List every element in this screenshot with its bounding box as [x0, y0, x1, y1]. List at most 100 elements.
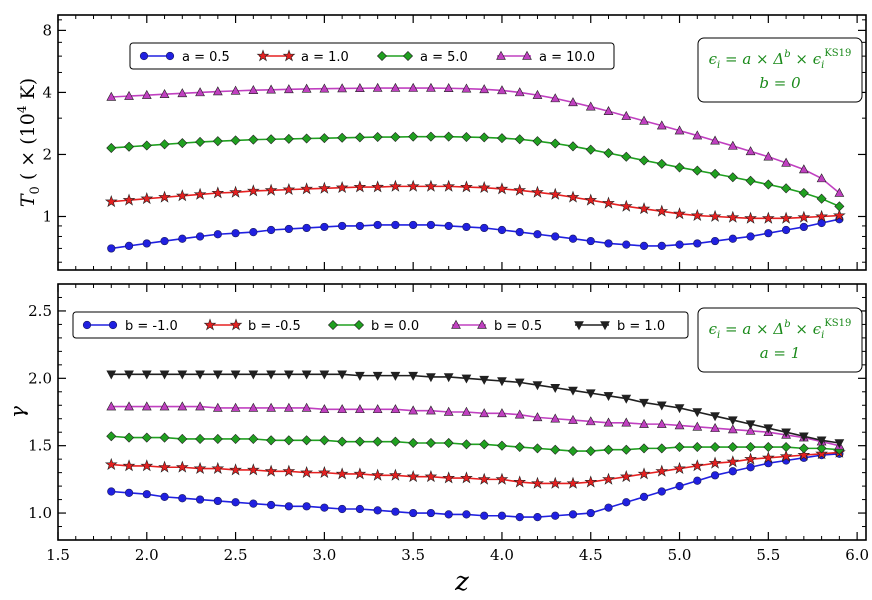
annotation: ϵi = a × Δb × ϵiKS19 a = 1 — [697, 307, 863, 373]
data-point — [496, 440, 507, 451]
data-point — [639, 115, 649, 125]
data-point — [513, 475, 527, 488]
data-point — [619, 199, 633, 212]
data-point — [283, 370, 294, 380]
data-point — [761, 451, 775, 464]
data-point — [266, 500, 276, 510]
data-point — [264, 464, 278, 477]
data-point — [532, 381, 543, 391]
legend-marker — [203, 318, 217, 331]
data-point — [175, 189, 189, 202]
data-point — [674, 162, 685, 173]
data-point — [142, 490, 151, 499]
data-point — [390, 82, 401, 92]
series-b--1.0 — [107, 449, 844, 522]
data-point — [338, 221, 347, 231]
y-axis-label: γ — [5, 406, 29, 418]
data-point — [692, 130, 703, 140]
data-point — [301, 83, 312, 93]
data-point — [637, 202, 651, 215]
data-point — [495, 182, 509, 195]
data-point — [479, 84, 490, 94]
data-point — [124, 141, 135, 152]
data-point — [211, 186, 225, 199]
data-point — [443, 373, 454, 383]
data-point — [604, 503, 613, 512]
data-point — [797, 448, 811, 461]
legend-marker — [496, 50, 506, 60]
data-point — [443, 406, 454, 416]
data-point — [497, 408, 507, 418]
data-point — [355, 504, 364, 514]
data-point — [372, 82, 383, 92]
data-point — [426, 373, 436, 383]
data-point — [586, 236, 595, 246]
data-point — [371, 468, 384, 481]
data-point — [798, 187, 809, 199]
data-point — [159, 432, 170, 443]
data-point — [622, 498, 631, 507]
y-tick-label: 1 — [42, 207, 52, 225]
data-point — [781, 183, 792, 194]
data-point — [727, 416, 738, 426]
data-point — [514, 87, 525, 97]
data-point — [124, 432, 135, 443]
data-point — [390, 132, 401, 143]
data-point — [406, 470, 420, 483]
data-point — [248, 370, 259, 380]
legend-entry: a = 0.5 — [139, 50, 230, 65]
legend-entry: b = 0.0 — [327, 319, 419, 334]
data-point — [319, 370, 330, 380]
data-point — [284, 502, 293, 511]
data-point — [497, 225, 507, 235]
data-point — [550, 383, 561, 393]
data-point — [141, 401, 152, 411]
data-point — [674, 404, 685, 414]
data-point — [551, 232, 560, 241]
data-point — [248, 134, 259, 145]
data-point — [638, 443, 650, 454]
data-point — [514, 378, 525, 388]
legend-marker — [82, 320, 92, 330]
data-point — [177, 433, 188, 444]
legend: a = 0.5 a = 1.0 a = 5.0 a = 10.0 — [129, 42, 615, 70]
data-point — [726, 455, 740, 468]
legend-entry: b = -0.5 — [203, 318, 301, 334]
data-point — [104, 195, 118, 208]
data-point — [761, 211, 775, 224]
data-point — [675, 482, 684, 491]
data-point — [692, 165, 703, 176]
data-point — [442, 179, 456, 192]
legend-label: b = -1.0 — [125, 319, 178, 334]
data-point — [230, 370, 241, 380]
data-point — [338, 504, 347, 514]
data-point — [231, 498, 240, 507]
legend-label: b = 0.5 — [494, 319, 542, 334]
data-point — [122, 193, 136, 206]
data-point — [479, 375, 490, 385]
data-point — [497, 85, 507, 95]
legend-marker — [256, 49, 270, 62]
data-point — [621, 151, 632, 162]
data-point — [551, 511, 560, 520]
data-point — [710, 135, 720, 145]
legend-marker — [139, 51, 149, 61]
data-point — [585, 389, 596, 399]
data-point — [193, 461, 207, 474]
data-point — [266, 134, 277, 145]
legend-marker — [229, 318, 243, 331]
data-point — [603, 106, 614, 116]
data-point — [355, 371, 365, 381]
data-point — [532, 136, 543, 147]
data-point — [124, 90, 134, 100]
legend-marker — [353, 319, 365, 331]
data-point — [602, 472, 615, 485]
data-point — [195, 370, 205, 380]
data-point — [320, 222, 329, 232]
data-point — [301, 435, 312, 446]
data-point — [177, 401, 188, 411]
data-point — [266, 402, 276, 412]
data-point — [479, 408, 490, 418]
data-point — [513, 183, 527, 196]
data-point — [461, 83, 472, 93]
